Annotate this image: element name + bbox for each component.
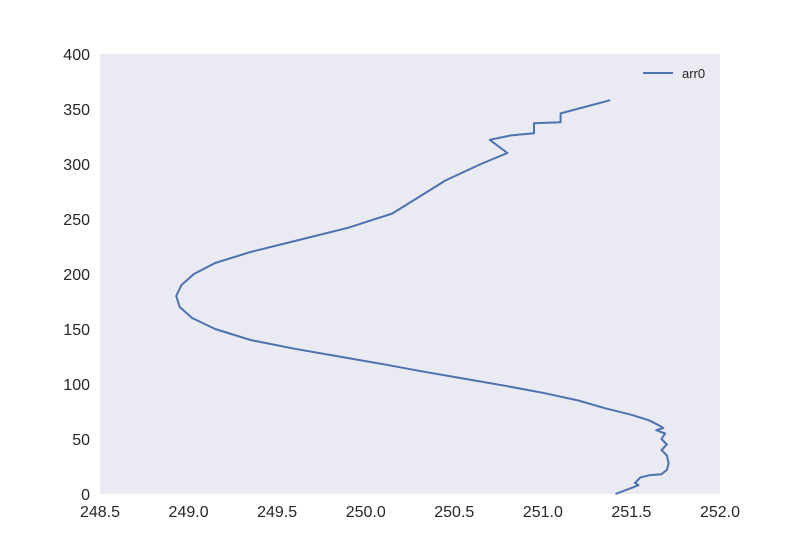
x-tick-label: 251.5 [611, 504, 651, 521]
x-tick-label: 248.5 [80, 504, 120, 521]
legend-label-arr0: arr0 [682, 66, 705, 81]
y-tick-label: 250 [63, 212, 90, 229]
x-tick-label: 249.0 [169, 504, 209, 521]
y-tick-label: 300 [63, 157, 90, 174]
y-tick-label: 100 [63, 377, 90, 394]
y-tick-label: 200 [63, 267, 90, 284]
plot-area [100, 54, 720, 494]
x-tick-label: 250.5 [434, 504, 474, 521]
y-tick-label: 350 [63, 102, 90, 119]
y-tick-label: 0 [81, 487, 90, 504]
y-tick-label: 150 [63, 322, 90, 339]
x-tick-label: 250.0 [346, 504, 386, 521]
x-axis-ticks: 248.5 249.0 249.5 250.0 250.5 251.0 251.5 252.0 [80, 504, 740, 521]
x-tick-label: 252.0 [700, 504, 740, 521]
y-tick-label: 400 [63, 47, 90, 64]
x-tick-label: 251.0 [523, 504, 563, 521]
y-tick-label: 50 [72, 432, 90, 449]
legend: arr0 [643, 66, 705, 81]
y-axis-ticks: 0 50 100 150 200 250 300 350 400 [63, 47, 90, 504]
series-layer [175, 99, 670, 495]
x-tick-label: 249.5 [257, 504, 297, 521]
series-line-arr0 [175, 99, 670, 495]
